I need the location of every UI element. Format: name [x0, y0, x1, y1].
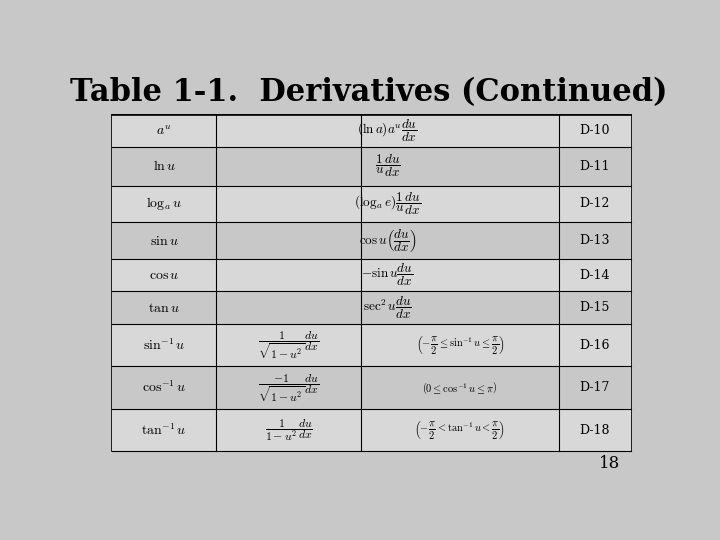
Text: 18: 18 [599, 455, 620, 472]
Bar [112, 259, 631, 292]
Text: $-\sin u\dfrac{du}{dx}$: $-\sin u\dfrac{du}{dx}$ [361, 262, 413, 288]
Bar [112, 367, 631, 409]
Text: $\sin u$: $\sin u$ [150, 234, 179, 247]
Text: $(\ln a)a^u\dfrac{du}{dx}$: $(\ln a)a^u\dfrac{du}{dx}$ [357, 118, 418, 144]
Text: $\sec^2 u\dfrac{du}{dx}$: $\sec^2 u\dfrac{du}{dx}$ [363, 294, 412, 321]
Bar [112, 222, 631, 259]
Text: D-18: D-18 [580, 424, 610, 437]
Text: $\dfrac{-1}{\sqrt{1-u^2}}\dfrac{du}{dx}$: $\dfrac{-1}{\sqrt{1-u^2}}\dfrac{du}{dx}$ [258, 372, 320, 403]
Text: D-10: D-10 [580, 124, 610, 138]
Text: $\tan u$: $\tan u$ [148, 301, 180, 315]
Text: $\left(0\leq\cos^{-1}u\leq\pi\right)$: $\left(0\leq\cos^{-1}u\leq\pi\right)$ [423, 380, 498, 396]
Text: D-11: D-11 [580, 160, 610, 173]
Bar [112, 114, 631, 147]
Text: $\left(-\dfrac{\pi}{2}<\tan^{-1}u<\dfrac{\pi}{2}\right)$: $\left(-\dfrac{\pi}{2}<\tan^{-1}u<\dfrac… [415, 419, 505, 441]
Text: D-17: D-17 [580, 381, 610, 394]
Bar [112, 114, 631, 451]
Text: D-15: D-15 [580, 301, 610, 314]
Text: D-16: D-16 [580, 339, 610, 352]
Text: $\dfrac{1}{\sqrt{1-u^2}}\dfrac{du}{dx}$: $\dfrac{1}{\sqrt{1-u^2}}\dfrac{du}{dx}$ [258, 329, 320, 361]
Text: $(\log_a e)\dfrac{1}{u}\dfrac{du}{dx}$: $(\log_a e)\dfrac{1}{u}\dfrac{du}{dx}$ [354, 191, 421, 217]
Text: D-13: D-13 [580, 234, 610, 247]
Text: $\cos^{-1} u$: $\cos^{-1} u$ [142, 380, 186, 395]
Bar [112, 147, 631, 186]
Text: $\tan^{-1} u$: $\tan^{-1} u$ [141, 422, 187, 438]
Text: $\dfrac{1}{u}\dfrac{du}{dx}$: $\dfrac{1}{u}\dfrac{du}{dx}$ [374, 153, 400, 179]
Text: $\cos u$: $\cos u$ [149, 268, 179, 282]
Text: $\left(-\dfrac{\pi}{2}\leq\sin^{-1}u\leq\dfrac{\pi}{2}\right)$: $\left(-\dfrac{\pi}{2}\leq\sin^{-1}u\leq… [415, 334, 505, 356]
Text: Table 1-1.  Derivatives (Continued): Table 1-1. Derivatives (Continued) [71, 77, 667, 109]
Text: D-12: D-12 [580, 198, 610, 211]
Text: $\log_a u$: $\log_a u$ [146, 195, 182, 212]
Text: $a^u$: $a^u$ [156, 124, 172, 138]
Bar [112, 409, 631, 451]
Text: $\ln u$: $\ln u$ [153, 159, 176, 173]
Text: $\cos u\left(\dfrac{du}{dx}\right)$: $\cos u\left(\dfrac{du}{dx}\right)$ [359, 227, 416, 254]
Bar [112, 292, 631, 324]
Text: D-14: D-14 [580, 268, 610, 282]
Text: $\sin^{-1} u$: $\sin^{-1} u$ [143, 338, 186, 353]
Text: $\dfrac{1}{1-u^2}\dfrac{du}{dx}$: $\dfrac{1}{1-u^2}\dfrac{du}{dx}$ [265, 417, 312, 443]
Bar [112, 186, 631, 222]
Bar [112, 324, 631, 367]
